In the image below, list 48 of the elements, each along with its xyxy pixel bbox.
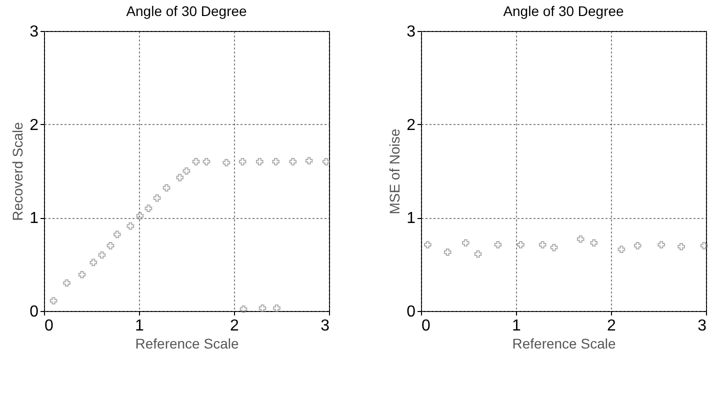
point (78, 270, 86, 278)
point (126, 222, 134, 230)
y-tick-label: 0 (30, 304, 39, 320)
chart-title: Angle of 30 Degree (126, 3, 248, 19)
x-tick-label: 0 (422, 318, 430, 334)
point (272, 158, 280, 166)
x-tick-label: 2 (230, 318, 240, 334)
point (222, 158, 230, 166)
point (98, 251, 106, 259)
point (176, 174, 184, 182)
point (289, 158, 297, 166)
x-axis-title: Reference Scale (512, 336, 616, 352)
point (63, 279, 70, 287)
y-tick-label: 3 (30, 24, 39, 40)
point (258, 304, 266, 312)
point (256, 158, 264, 166)
y-tick-label: 1 (406, 210, 416, 228)
point (273, 304, 280, 312)
point (305, 157, 313, 164)
point (240, 305, 248, 313)
point (136, 212, 144, 220)
y-tick-label: 0 (406, 304, 416, 320)
point (153, 194, 161, 202)
point (192, 158, 200, 166)
x-tick-label: 3 (320, 318, 330, 334)
point (106, 242, 114, 250)
point (162, 184, 170, 192)
y-tick-label: 2 (30, 116, 39, 134)
point (50, 297, 58, 304)
y-axis-title: MSE of Noise (386, 128, 403, 214)
chart-title: Angle of 30 Degree (503, 3, 624, 19)
y-tick-label: 3 (406, 24, 416, 40)
x-axis-title: Reference Scale (135, 336, 239, 352)
point (238, 158, 246, 166)
y-axis-title: Recoverd Scale (10, 122, 26, 221)
x-tick-label: 2 (607, 318, 616, 334)
point (182, 167, 190, 175)
x-tick-label: 3 (698, 318, 707, 334)
x-tick-label: 0 (44, 318, 54, 334)
x-tick-label: 1 (135, 318, 144, 334)
point (113, 230, 121, 238)
y-tick-label: 1 (30, 210, 39, 228)
point (144, 204, 152, 212)
point (322, 158, 330, 166)
point (202, 158, 210, 166)
x-tick-label: 1 (512, 318, 522, 334)
point (90, 258, 98, 266)
y-tick-label: 2 (406, 116, 416, 134)
